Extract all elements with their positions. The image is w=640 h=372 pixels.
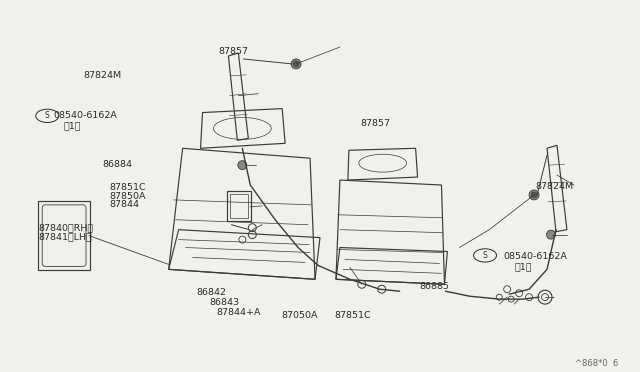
- Text: 08540-6162A: 08540-6162A: [54, 111, 118, 121]
- Text: S: S: [45, 111, 50, 121]
- Text: 87851C: 87851C: [334, 311, 371, 320]
- Circle shape: [547, 230, 556, 239]
- Text: 86843: 86843: [209, 298, 239, 307]
- Text: 87844: 87844: [109, 201, 140, 209]
- Text: 87857: 87857: [360, 119, 390, 128]
- Text: 87824M: 87824M: [83, 71, 121, 80]
- Text: 87841（LH）: 87841（LH）: [38, 232, 92, 241]
- Text: 87840（RH）: 87840（RH）: [38, 223, 93, 232]
- Text: 87857: 87857: [218, 47, 248, 56]
- Text: 87050A: 87050A: [282, 311, 318, 320]
- Text: 86885: 86885: [419, 282, 449, 291]
- Text: 87850A: 87850A: [109, 192, 146, 201]
- Circle shape: [531, 192, 537, 198]
- Text: S: S: [483, 251, 488, 260]
- Text: 87851C: 87851C: [109, 183, 147, 192]
- Circle shape: [238, 161, 247, 170]
- Text: （1）: （1）: [64, 122, 81, 131]
- Text: ^868*0  6: ^868*0 6: [575, 359, 619, 368]
- Circle shape: [529, 190, 539, 200]
- Circle shape: [291, 59, 301, 69]
- Text: 86884: 86884: [102, 160, 132, 169]
- Text: 87824M: 87824M: [536, 182, 573, 191]
- Text: 08540-6162A: 08540-6162A: [504, 252, 568, 262]
- Text: 87844+A: 87844+A: [217, 308, 261, 317]
- Circle shape: [293, 61, 299, 67]
- Text: 86842: 86842: [196, 288, 227, 297]
- Text: （1）: （1）: [515, 262, 532, 271]
